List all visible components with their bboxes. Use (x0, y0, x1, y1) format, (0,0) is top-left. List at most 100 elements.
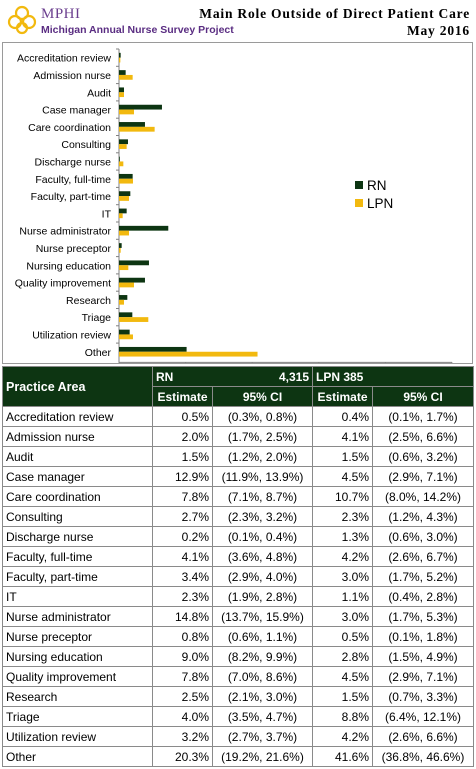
row-lpn-ci: (2.6%, 6.7%) (371, 546, 475, 567)
row-rn-ci: (2.9%, 4.0%) (212, 566, 313, 587)
row-lpn-ci: (2.9%, 7.1%) (371, 666, 475, 687)
row-practice-area: Nurse preceptor (2, 626, 153, 647)
row-rn-ci: (0.3%, 0.8%) (212, 406, 313, 427)
row-lpn-estimate: 3.0% (312, 566, 373, 587)
row-rn-estimate: 1.5% (152, 446, 213, 467)
rn-bar (119, 104, 162, 110)
row-practice-area: Faculty, part-time (2, 566, 153, 587)
category-label: Nurse administrator (19, 226, 111, 238)
lpn-bar (119, 196, 129, 201)
row-lpn-ci: (2.9%, 7.1%) (371, 466, 475, 487)
lpn-bar (119, 317, 149, 322)
legend-lpn-label: LPN (367, 196, 393, 211)
row-rn-estimate: 12.9% (152, 466, 213, 487)
row-practice-area: IT (2, 586, 153, 607)
rn-bar (119, 191, 131, 197)
lpn-bar (119, 351, 258, 357)
row-lpn-ci: (2.5%, 6.6%) (371, 426, 475, 447)
table-row: Case manager 12.9% (11.9%, 13.9%) 4.5% (2.9%… (2, 466, 475, 487)
row-rn-estimate: 7.8% (152, 486, 213, 507)
row-rn-estimate: 2.3% (152, 586, 213, 607)
row-rn-estimate: 3.2% (152, 726, 213, 747)
rn-bar (119, 208, 127, 214)
lpn-bar (119, 299, 124, 305)
table-row: Faculty, full-time 4.1% (3.6%, 4.8%) 4.2% (2… (2, 546, 475, 567)
lpn-bar (119, 178, 133, 184)
row-practice-area: Nurse administrator (2, 606, 153, 627)
row-rn-estimate: 0.2% (152, 526, 213, 547)
row-lpn-ci: (1.2%, 4.3%) (371, 506, 475, 527)
table-row: Triage 4.0% (3.5%, 4.7%) 8.8% (6.4%, 12.1%) (2, 706, 475, 727)
category-label: Nursing education (26, 260, 111, 272)
row-rn-ci: (7.1%, 8.7%) (212, 486, 313, 507)
category-label: Faculty, full-time (35, 174, 111, 186)
estimates-table: Practice Area RN 4,315 LPN 385 Estimate … (2, 366, 475, 767)
rn-bar (119, 139, 128, 145)
lpn-bar (119, 74, 133, 80)
row-lpn-estimate: 2.8% (312, 646, 373, 667)
row-lpn-estimate: 0.4% (312, 406, 373, 427)
rn-bar (119, 295, 128, 300)
row-rn-ci: (2.3%, 3.2%) (212, 506, 313, 527)
lpn-bar (119, 334, 133, 340)
header-rn-label: RN (156, 369, 174, 384)
table-row: Audit 1.5% (1.2%, 2.0%) 1.5% (0.6%, 3.2%) (2, 446, 475, 467)
category-label: Utilization review (32, 329, 111, 341)
row-rn-estimate: 4.1% (152, 546, 213, 567)
row-rn-estimate: 7.8% (152, 666, 213, 687)
category-label: Nurse preceptor (36, 243, 112, 255)
table-row: Faculty, part-time 3.4% (2.9%, 4.0%) 3.0% (1… (2, 566, 475, 587)
row-practice-area: Accreditation review (2, 406, 153, 427)
lpn-bar (119, 126, 155, 132)
lpn-bar (119, 57, 121, 63)
rn-bar (119, 277, 145, 283)
row-lpn-ci: (0.6%, 3.0%) (371, 526, 475, 547)
estimates-table-wrap: Practice Area RN 4,315 LPN 385 Estimate … (2, 366, 475, 767)
row-lpn-ci: (0.4%, 2.8%) (371, 586, 475, 607)
lpn-bar (119, 282, 134, 288)
header-rn-estimate: Estimate (152, 386, 213, 407)
rn-bar (119, 52, 121, 58)
table-row: Other 20.3% (19.2%, 21.6%) 41.6% (36.8%, 46.… (2, 746, 475, 767)
table-row: IT 2.3% (1.9%, 2.8%) 1.1% (0.4%, 2.8%) (2, 586, 475, 607)
row-rn-estimate: 9.0% (152, 646, 213, 667)
lpn-bar (119, 230, 129, 236)
row-lpn-estimate: 4.5% (312, 666, 373, 687)
rn-bar (119, 346, 187, 352)
category-label: Research (66, 295, 111, 307)
row-practice-area: Triage (2, 706, 153, 727)
table-row: Nurse preceptor 0.8% (0.6%, 1.1%) 0.5% (0.1%… (2, 626, 475, 647)
lpn-bar (119, 265, 129, 271)
table-row: Care coordination 7.8% (7.1%, 8.7%) 10.7% (8… (2, 486, 475, 507)
row-rn-ci: (7.0%, 8.6%) (212, 666, 313, 687)
row-rn-ci: (3.5%, 4.7%) (212, 706, 313, 727)
legend-rn-swatch (355, 181, 363, 189)
row-rn-ci: (1.2%, 2.0%) (212, 446, 313, 467)
lpn-bar (119, 161, 124, 167)
header-lpn-estimate: Estimate (312, 386, 373, 407)
row-lpn-estimate: 8.8% (312, 706, 373, 727)
category-label: Faculty, part-time (31, 191, 111, 203)
row-practice-area: Discharge nurse (2, 526, 153, 547)
category-label: Case manager (42, 105, 111, 117)
row-lpn-ci: (1.7%, 5.3%) (371, 606, 475, 627)
lpn-bar (119, 109, 134, 115)
row-practice-area: Other (2, 746, 153, 767)
row-lpn-estimate: 4.1% (312, 426, 373, 447)
table-row: Nursing education 9.0% (8.2%, 9.9%) 2.8% (1.… (2, 646, 475, 667)
rn-bar (119, 312, 133, 318)
row-lpn-ci: (0.1%, 1.8%) (371, 626, 475, 647)
row-lpn-estimate: 1.3% (312, 526, 373, 547)
rn-bar (119, 156, 120, 162)
category-label: Admission nurse (33, 70, 111, 82)
lpn-bar (119, 144, 127, 149)
row-lpn-ci: (0.1%, 1.7%) (371, 406, 475, 427)
header-lpn-ci: 95% CI (371, 386, 475, 407)
header-lpn-group: LPN 385 (311, 366, 475, 387)
table-row: Discharge nurse 0.2% (0.1%, 0.4%) 1.3% (0.6%… (2, 526, 475, 547)
rn-bar (119, 225, 169, 231)
category-label: Care coordination (28, 122, 111, 134)
row-lpn-ci: (1.7%, 5.2%) (371, 566, 475, 587)
category-label: Consulting (61, 139, 111, 151)
row-rn-estimate: 4.0% (152, 706, 213, 727)
